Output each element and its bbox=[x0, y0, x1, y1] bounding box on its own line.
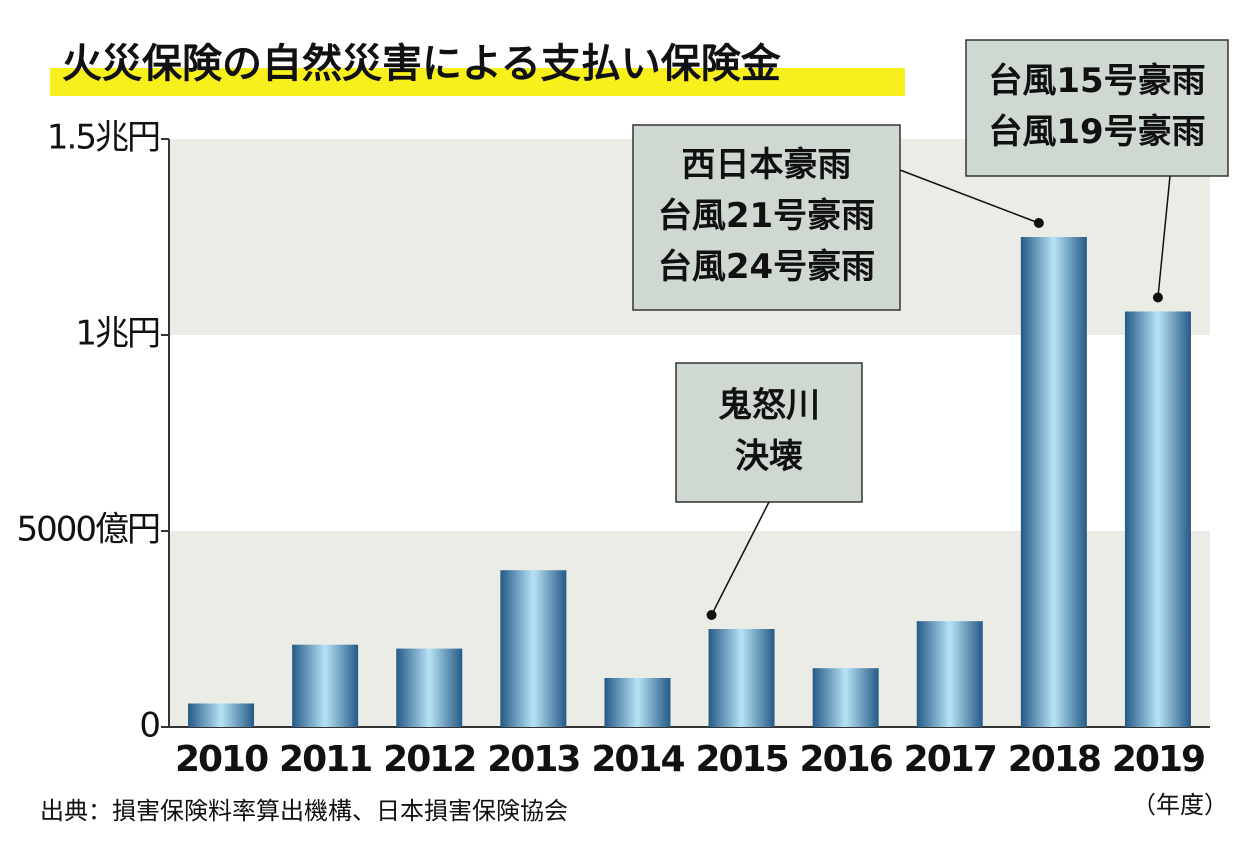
x-tick-label: 2013 bbox=[487, 739, 579, 780]
source: 出典：損害保険料率算出機構、日本損害保険協会 bbox=[40, 797, 568, 825]
leader-dot bbox=[1152, 292, 1163, 303]
leader-dot bbox=[1033, 218, 1044, 228]
x-axis-unit: （年度） bbox=[1132, 791, 1228, 819]
leader-line bbox=[899, 169, 1040, 224]
y-tick-label: 5000億円 bbox=[16, 510, 159, 550]
annotation-text: 台風15号豪雨 bbox=[988, 61, 1205, 101]
y-tick-label: 1兆円 bbox=[75, 314, 159, 354]
bar bbox=[396, 648, 463, 727]
x-tick-label: 2011 bbox=[279, 739, 371, 780]
annotation-text: 鬼怒川 bbox=[718, 386, 820, 426]
annotation-text: 決壊 bbox=[735, 437, 803, 477]
x-tick-label: 2012 bbox=[383, 739, 475, 780]
x-tick-label: 2015 bbox=[695, 739, 787, 780]
annotation-text: 西日本豪雨 bbox=[682, 145, 852, 185]
x-tick-label: 2010 bbox=[175, 739, 268, 780]
annotation-box bbox=[632, 124, 901, 311]
chart-title: 火災保険の自然災害による支払い保険金 bbox=[62, 41, 782, 87]
bar bbox=[604, 678, 671, 727]
bar bbox=[1124, 311, 1191, 727]
annotation-box bbox=[965, 39, 1229, 177]
bar bbox=[812, 668, 879, 727]
annotation-text: 台風19号豪雨 bbox=[988, 112, 1205, 152]
bar bbox=[708, 629, 775, 727]
y-tick-label: 0 bbox=[139, 706, 159, 746]
x-tick-label: 2014 bbox=[591, 739, 684, 780]
leader-line bbox=[710, 501, 770, 616]
leader-dot bbox=[706, 610, 717, 620]
bar bbox=[916, 621, 983, 727]
annotation-text: 台風21号豪雨 bbox=[658, 196, 875, 236]
bar bbox=[292, 644, 359, 727]
annotation-text: 台風24号豪雨 bbox=[658, 247, 875, 287]
x-tick-label: 2016 bbox=[800, 739, 893, 780]
bar bbox=[500, 570, 567, 727]
x-tick-label: 2017 bbox=[904, 739, 996, 780]
y-tick-label: 1.5兆円 bbox=[47, 118, 159, 158]
title-highlight bbox=[50, 68, 905, 96]
leader-line bbox=[1157, 175, 1171, 298]
bar bbox=[1020, 237, 1087, 727]
x-tick-label: 2019 bbox=[1112, 739, 1204, 780]
bar bbox=[188, 703, 255, 727]
annotation-box bbox=[675, 362, 863, 503]
x-tick-label: 2018 bbox=[1008, 739, 1100, 780]
